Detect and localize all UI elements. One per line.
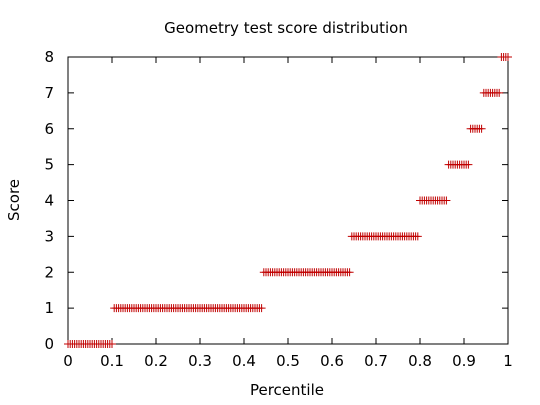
- y-tick-label: 5: [44, 156, 54, 174]
- x-tick-label: 0.4: [232, 352, 256, 370]
- x-tick-label: 0.9: [452, 352, 476, 370]
- y-tick-label: 3: [44, 227, 54, 245]
- x-tick-label: 1: [503, 352, 513, 370]
- y-tick-label: 7: [44, 84, 54, 102]
- x-tick-label: 0.5: [276, 352, 300, 370]
- data-point: [478, 125, 486, 133]
- x-tick-label: 0.2: [144, 352, 168, 370]
- y-tick-label: 2: [44, 263, 54, 281]
- x-axis: 0 0.1 0.2 0.3 0.4 0.5 0.6 0.7 0.8 0.9 1: [63, 57, 513, 370]
- data-point: [346, 268, 354, 276]
- x-tick-label: 0.6: [320, 352, 344, 370]
- data-point: [495, 89, 503, 97]
- y-tick-label: 0: [44, 335, 54, 353]
- x-tick-label: 0: [63, 352, 73, 370]
- chart-title: Geometry test score distribution: [164, 19, 408, 37]
- data-points: [64, 53, 512, 348]
- x-tick-label: 0.3: [188, 352, 212, 370]
- y-tick-label: 6: [44, 120, 54, 138]
- data-point: [108, 340, 116, 348]
- y-axis-label: Score: [5, 179, 23, 221]
- data-point: [414, 232, 422, 240]
- x-tick-label: 0.8: [408, 352, 432, 370]
- data-point: [464, 161, 472, 169]
- x-axis-label: Percentile: [250, 381, 324, 399]
- data-point: [504, 53, 512, 61]
- data-point: [258, 304, 266, 312]
- y-tick-label: 4: [44, 192, 54, 210]
- data-point: [442, 197, 450, 205]
- x-tick-label: 0.7: [364, 352, 388, 370]
- y-tick-label: 8: [44, 48, 54, 66]
- x-tick-label: 0.1: [100, 352, 124, 370]
- y-tick-label: 1: [44, 299, 54, 317]
